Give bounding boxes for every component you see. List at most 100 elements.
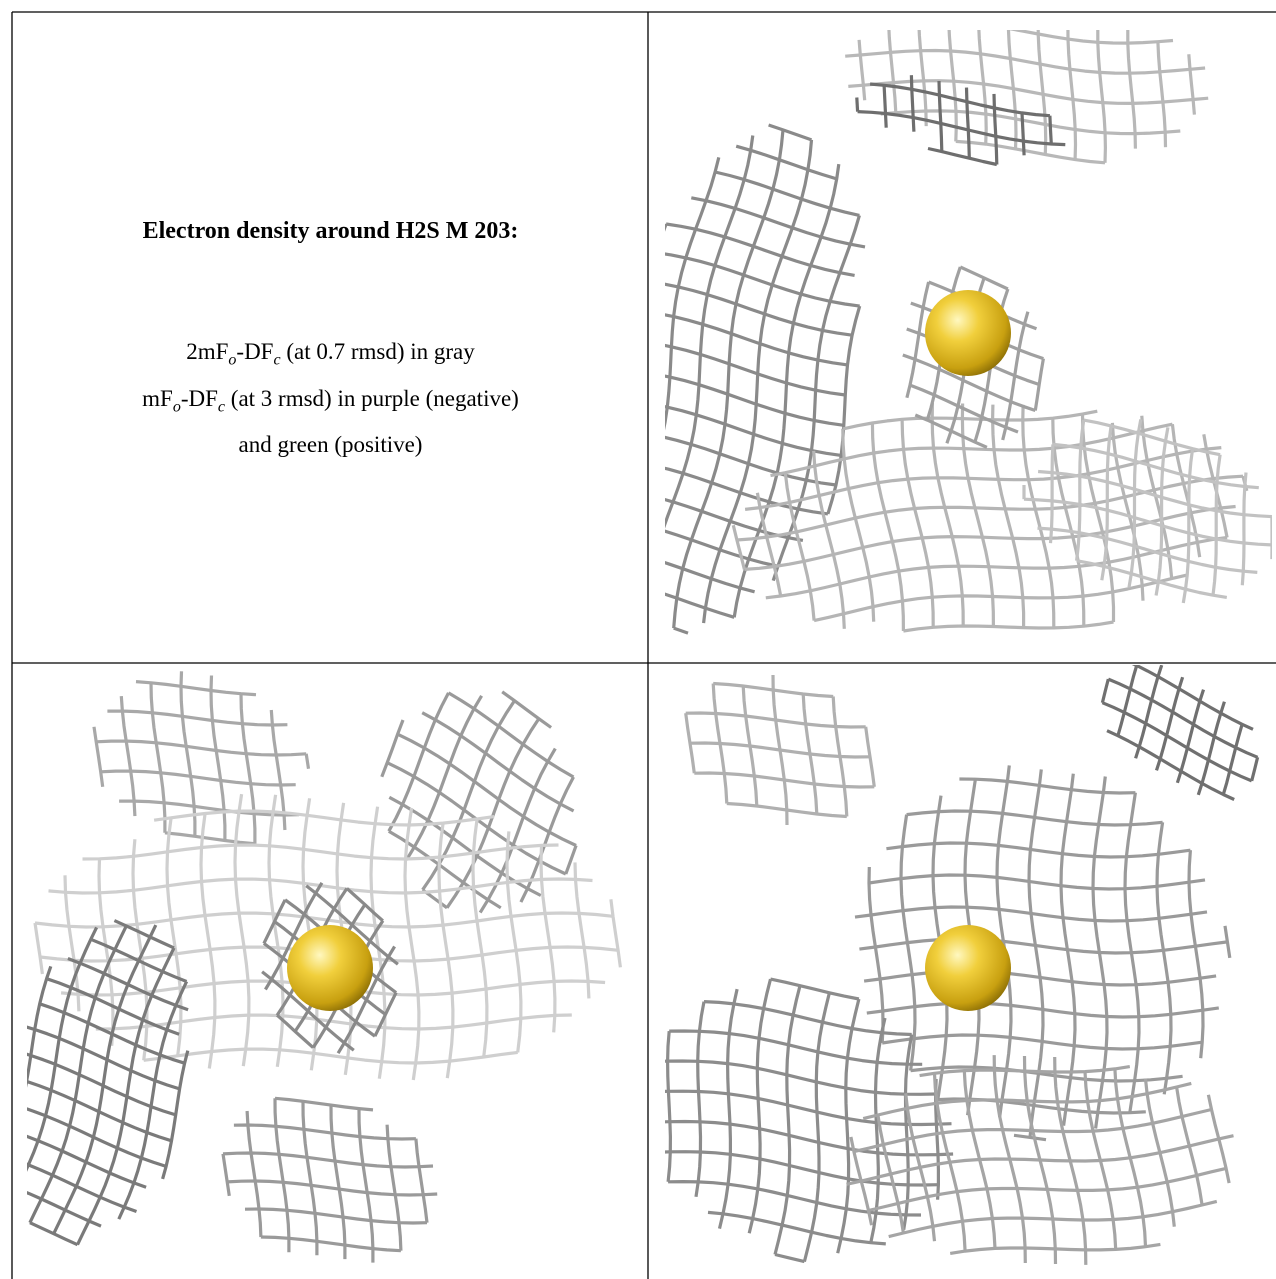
mesh-line bbox=[1022, 1055, 1058, 1265]
mesh-line bbox=[1053, 1056, 1088, 1265]
mesh-line bbox=[665, 497, 804, 542]
mesh-line bbox=[707, 1210, 886, 1246]
mesh-line bbox=[209, 675, 227, 841]
mesh-line bbox=[445, 717, 541, 909]
mesh-line bbox=[1221, 723, 1244, 795]
mesh-line bbox=[665, 1089, 952, 1127]
mesh-line bbox=[27, 1025, 181, 1091]
legend-cell: Electron density around H2S M 203: 2mFo-… bbox=[13, 13, 648, 663]
mesh-line bbox=[771, 674, 789, 826]
mesh-line bbox=[741, 685, 759, 807]
caption-title: Electron density around H2S M 203: bbox=[142, 218, 519, 244]
mesh-line bbox=[932, 1073, 967, 1252]
mesh-line bbox=[1083, 1071, 1118, 1250]
mesh-line bbox=[421, 711, 575, 813]
mesh-line bbox=[876, 1114, 905, 1234]
mesh-line bbox=[868, 873, 1206, 891]
mesh-line bbox=[46, 977, 180, 1036]
mesh-line bbox=[96, 739, 307, 757]
mesh-line bbox=[135, 680, 257, 697]
mesh-line bbox=[301, 1101, 319, 1256]
mesh-line bbox=[902, 353, 1036, 413]
mesh-line bbox=[421, 699, 516, 891]
mesh-line bbox=[385, 1124, 403, 1251]
mesh-line bbox=[1101, 701, 1253, 783]
mesh-line bbox=[909, 75, 916, 132]
mesh-line bbox=[964, 87, 971, 159]
mesh-line bbox=[802, 992, 831, 1262]
mesh-line bbox=[478, 747, 557, 914]
mesh-line bbox=[1021, 404, 1056, 628]
mesh-line bbox=[1140, 415, 1174, 579]
mesh-line bbox=[471, 818, 489, 1058]
mesh-line bbox=[34, 911, 614, 929]
mesh-line bbox=[179, 671, 197, 837]
mesh-line bbox=[149, 682, 167, 833]
mesh-line bbox=[501, 690, 553, 729]
mesh-line bbox=[1037, 526, 1258, 574]
mesh-line bbox=[1223, 925, 1232, 959]
mesh-line bbox=[731, 524, 746, 570]
mesh-line bbox=[684, 712, 696, 774]
mesh-line bbox=[233, 1123, 416, 1141]
mesh-line bbox=[955, 139, 1106, 165]
mesh-line bbox=[97, 858, 115, 1046]
subscript: o bbox=[228, 351, 237, 369]
mesh-line bbox=[665, 1059, 936, 1096]
mesh-line bbox=[714, 170, 860, 217]
mesh-line bbox=[690, 196, 866, 249]
mesh-line bbox=[848, 79, 1209, 106]
mesh-line bbox=[1113, 1068, 1148, 1247]
mesh-line bbox=[665, 135, 755, 529]
mesh-line bbox=[239, 693, 257, 844]
mesh-line bbox=[1116, 665, 1139, 737]
mesh-line bbox=[100, 769, 296, 787]
subscript: c bbox=[217, 398, 226, 416]
mesh-line bbox=[107, 709, 288, 727]
mesh-line bbox=[1001, 311, 1030, 441]
mesh-line bbox=[29, 1221, 79, 1247]
mesh-line bbox=[668, 1179, 922, 1217]
mesh-line bbox=[113, 919, 175, 950]
mesh-line bbox=[1006, 30, 1018, 149]
mesh-line bbox=[369, 806, 387, 1079]
mesh-line bbox=[1154, 676, 1185, 771]
mesh-line bbox=[52, 924, 158, 1235]
mesh-line bbox=[1100, 678, 1110, 704]
mesh-line bbox=[1175, 1086, 1204, 1206]
mesh-line bbox=[245, 1110, 263, 1238]
mesh-line bbox=[28, 925, 128, 1224]
mesh-line bbox=[82, 843, 559, 861]
mesh-line bbox=[887, 30, 898, 113]
mesh-line bbox=[387, 692, 450, 832]
text: -DF bbox=[180, 385, 218, 411]
mesh-line bbox=[902, 1034, 914, 1230]
mesh-line bbox=[95, 1013, 572, 1031]
mesh-line bbox=[1100, 425, 1113, 581]
mesh-line bbox=[831, 696, 849, 817]
mesh-line bbox=[131, 839, 149, 1061]
mesh-line bbox=[539, 845, 557, 1033]
mesh-line bbox=[1127, 419, 1143, 588]
mesh-line bbox=[437, 822, 455, 1079]
mesh-line bbox=[27, 965, 53, 1088]
mesh-line bbox=[164, 831, 256, 846]
mesh-line bbox=[770, 422, 1173, 478]
mesh-line bbox=[221, 1153, 231, 1197]
mesh-line bbox=[665, 405, 842, 457]
mesh-line bbox=[917, 30, 928, 127]
text: -DF bbox=[236, 339, 274, 364]
mesh-line bbox=[768, 123, 813, 142]
text: (at 3 rmsd) in purple (negative) bbox=[225, 385, 519, 411]
subscript: o bbox=[172, 398, 181, 416]
mesh-line bbox=[609, 899, 622, 968]
sulfur-atom bbox=[925, 925, 1011, 1011]
mesh-line bbox=[744, 504, 1236, 571]
mesh-line bbox=[665, 282, 853, 337]
mesh-line bbox=[161, 1050, 190, 1180]
mesh-line bbox=[849, 1136, 874, 1226]
mesh-line bbox=[801, 693, 819, 815]
mesh-line bbox=[774, 1252, 805, 1264]
mesh-line bbox=[882, 85, 888, 128]
mesh-line bbox=[336, 945, 396, 1055]
